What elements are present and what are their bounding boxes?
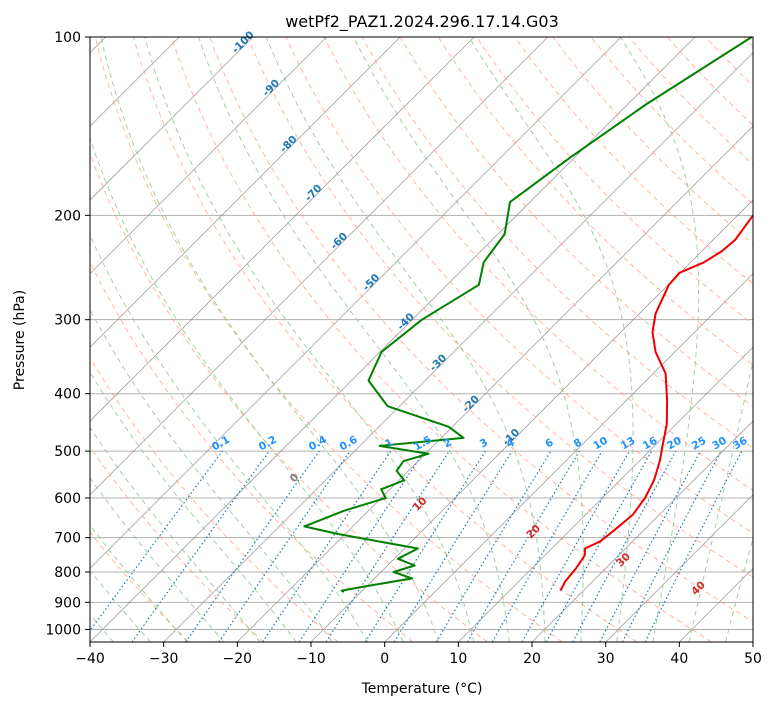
moist-adiabat xyxy=(90,426,261,642)
y-axis-label: Pressure (hPa) xyxy=(12,290,28,390)
isotherm-line xyxy=(90,37,548,496)
mixing-ratio-line xyxy=(521,450,631,642)
moist-adiabat xyxy=(90,477,225,642)
mixing-ratio-line xyxy=(572,450,677,642)
temperature-profile xyxy=(559,213,753,592)
dry-adiabat xyxy=(171,37,712,642)
x-axis-label: Temperature (°C) xyxy=(361,681,483,697)
isotherm-line xyxy=(605,494,753,642)
isotherm-line xyxy=(90,37,254,201)
moist-adiabat xyxy=(90,524,188,642)
dry-adiabat xyxy=(94,37,563,642)
moist-adiabat xyxy=(90,136,404,642)
isotherm-line xyxy=(90,37,696,642)
y-tick-label: 800 xyxy=(54,565,81,581)
dry-adiabat xyxy=(90,446,264,642)
x-tick-label: 30 xyxy=(597,651,615,667)
dry-adiabat xyxy=(361,37,753,449)
moist-adiabat xyxy=(353,37,584,642)
moist-adiabat xyxy=(620,37,700,642)
dry-adiabat xyxy=(514,37,753,285)
x-tick-label: 20 xyxy=(523,651,541,667)
isotherm-line xyxy=(90,37,401,348)
profile-series xyxy=(303,37,753,593)
isotherm-line xyxy=(458,346,753,642)
mixing-ratio-line xyxy=(218,450,351,642)
isotherm-line xyxy=(90,37,475,422)
dry-adiabat xyxy=(209,37,753,623)
isotherm-line xyxy=(531,420,753,642)
dry-adiabat xyxy=(399,37,753,407)
dry-adiabat xyxy=(90,152,488,642)
isotherm-line xyxy=(90,37,327,275)
dry-adiabat xyxy=(90,260,414,642)
x-axis-ticks: −40 −30 −20 −10 0 10 20 30 40 50 xyxy=(75,642,762,667)
x-tick-label: −40 xyxy=(75,651,105,667)
mixing-ratio-line xyxy=(644,450,743,642)
isotherm-line xyxy=(384,273,753,642)
moist-adiabat xyxy=(100,37,439,642)
x-tick-label: −30 xyxy=(149,651,179,667)
mixing-ratio-line xyxy=(185,450,320,642)
y-tick-label: 500 xyxy=(54,444,81,460)
mixing-ratio-line xyxy=(545,450,653,642)
dry-adiabat xyxy=(247,37,753,578)
y-tick-label: 1000 xyxy=(45,622,81,638)
dry-adiabat xyxy=(132,37,638,642)
x-tick-label: 50 xyxy=(744,651,762,667)
y-tick-label: 400 xyxy=(54,387,81,403)
moist-adiabat xyxy=(90,233,369,642)
mixing-ratio-line xyxy=(262,450,392,642)
dry-adiabat xyxy=(90,356,339,642)
y-axis-ticks: 1000 900 800 700 600 500 400 300 200 100 xyxy=(45,30,90,638)
x-tick-label: 10 xyxy=(449,651,467,667)
dry-adiabats xyxy=(90,37,753,642)
isotherm-line xyxy=(90,37,622,569)
moist-adiabat xyxy=(265,37,546,642)
isotherm-line xyxy=(163,52,753,642)
dewpoint-profile xyxy=(303,37,753,593)
y-tick-label: 200 xyxy=(54,208,81,224)
mixing-ratio-line xyxy=(298,450,425,642)
dry-adiabat xyxy=(90,531,190,642)
mixing-ratio-lines xyxy=(90,450,743,642)
moist-adiabat xyxy=(90,371,297,642)
grid-layer xyxy=(90,37,753,630)
y-tick-label: 700 xyxy=(54,531,81,547)
x-tick-label: 0 xyxy=(380,651,389,667)
y-tick-label: 600 xyxy=(54,491,81,507)
y-tick-label: 100 xyxy=(54,30,81,46)
mixing-ratio-line xyxy=(325,450,450,642)
skewed-isotherms xyxy=(90,37,753,642)
mixing-ratio-line xyxy=(131,450,270,642)
isotherm-line xyxy=(237,125,753,642)
y-tick-label: 300 xyxy=(54,313,81,329)
y-tick-label: 900 xyxy=(54,595,81,611)
plot-frame xyxy=(89,36,754,643)
x-tick-label: −20 xyxy=(223,651,253,667)
moist-adiabat xyxy=(90,569,151,642)
moist-adiabat xyxy=(144,37,475,642)
chart-title: wetPf2_PAZ1.2024.296.17.14.G03 xyxy=(285,12,559,32)
x-tick-label: 40 xyxy=(670,651,688,667)
x-tick-label: −10 xyxy=(296,651,326,667)
mixing-ratio-line xyxy=(393,450,513,642)
mixing-ratio-line xyxy=(90,450,223,632)
